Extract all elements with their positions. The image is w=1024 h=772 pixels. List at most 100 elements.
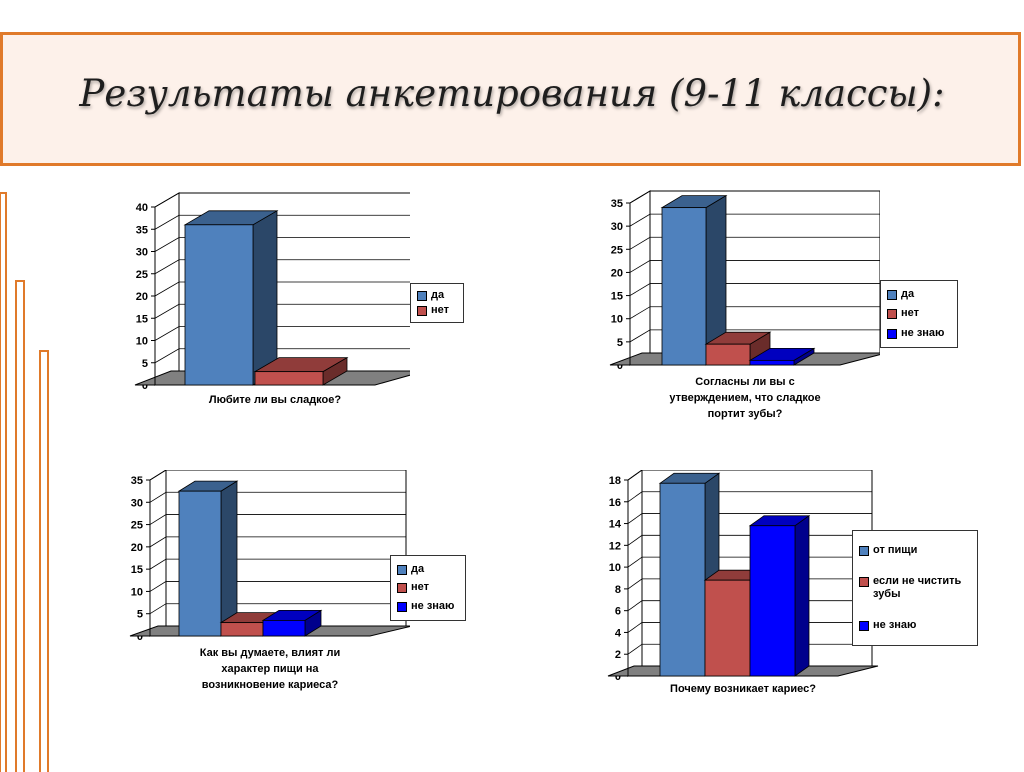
legend-item: не знаю	[887, 327, 951, 340]
bar-front	[262, 619, 306, 637]
decor-bar-2	[15, 280, 25, 772]
chart-1-svg: 0 5 10 15 20 25 30 35 40 Любите ли вы сладкое?	[134, 192, 410, 406]
bar-side	[794, 514, 810, 677]
legend-label: не знаю	[411, 600, 455, 613]
gridline	[154, 214, 410, 230]
gridline	[154, 348, 410, 364]
gridline	[149, 470, 406, 481]
y-tick-label: 0	[615, 671, 621, 683]
bar-front	[184, 224, 254, 386]
y-tick-label: 10	[136, 336, 148, 348]
legend-label: если не чистить зубы	[873, 575, 962, 600]
legend-2: да нет не знаю	[880, 280, 958, 348]
legend-swatch	[859, 546, 869, 556]
legend-item: не знаю	[397, 600, 459, 613]
y-tick-label: 10	[609, 562, 621, 574]
y-tick-label: 0	[142, 380, 148, 392]
y-tick-label: 15	[136, 313, 148, 325]
y-tick-label: 5	[142, 358, 148, 370]
legend-label: не знаю	[901, 326, 945, 339]
legend-swatch	[859, 621, 869, 631]
legend-item: да	[417, 289, 457, 302]
bar-front	[254, 371, 324, 386]
bar-front	[704, 579, 751, 677]
decor-bar-3	[39, 350, 49, 772]
legend-item: нет	[397, 581, 459, 594]
chart-2: 0 5 10 15 20 25 30 35 Согласны ли вы с утверждени…	[580, 185, 880, 435]
y-tick-label: 20	[611, 267, 623, 279]
gridline	[629, 283, 880, 296]
y-tick-label: 35	[611, 198, 623, 210]
y-tick-label: 6	[615, 606, 621, 618]
bar-2	[253, 356, 349, 386]
y-tick-label: 10	[131, 586, 143, 598]
legend-swatch	[887, 309, 897, 320]
legend-item: да	[397, 563, 459, 576]
chart-2-svg: 0 5 10 15 20 25 30 35 Согласны ли вы с утверждени…	[609, 190, 880, 420]
legend-label: от пищи	[873, 544, 918, 556]
side-wall	[627, 470, 643, 677]
gridline	[149, 514, 406, 525]
y-tick-label: 40	[136, 202, 148, 214]
gridline	[149, 581, 406, 592]
category-label: Любите ли вы сладкое?	[209, 394, 342, 406]
bar-front	[220, 622, 264, 637]
y-tick-label: 25	[136, 269, 148, 281]
gridline	[629, 236, 880, 250]
gridline	[154, 192, 410, 208]
y-tick-label: 15	[131, 564, 143, 576]
legend-item: да	[887, 288, 951, 301]
chart-4: 0 2 4 6 8 10 12 14 16 18 Почему возникает кариес?	[580, 470, 880, 710]
legend-item: нет	[887, 307, 951, 320]
gridline	[629, 260, 880, 273]
y-tick-label: 5	[137, 609, 143, 621]
legend-swatch	[397, 583, 407, 594]
legend-label: да	[411, 562, 425, 575]
bar-front	[659, 482, 706, 677]
gridline	[629, 190, 880, 204]
category-label: Согласны ли вы с утверждением, что сладко…	[669, 376, 820, 420]
y-tick-label: 15	[611, 291, 623, 303]
bar-front	[705, 343, 751, 366]
legend-label: нет	[411, 581, 430, 594]
bar-1	[183, 210, 279, 386]
y-tick-label: 0	[137, 631, 143, 643]
chart-3: 0 5 10 15 20 25 30 35 Как вы думаете, влият ли ха…	[110, 470, 410, 710]
y-tick-label: 5	[617, 337, 623, 349]
gridline	[149, 536, 406, 548]
y-tick-label: 30	[131, 497, 143, 509]
bar-side	[220, 480, 238, 637]
y-tick-label: 14	[609, 519, 622, 531]
y-tick-label: 10	[611, 314, 623, 326]
gridline	[629, 306, 880, 320]
gridline	[154, 237, 410, 252]
legend-item: если не чистить зубы	[859, 575, 971, 601]
y-tick-label: 20	[136, 291, 148, 303]
bar-1	[660, 194, 728, 366]
legend-swatch	[397, 564, 407, 575]
y-tick-label: 35	[136, 224, 148, 236]
legend-item: не знаю	[859, 619, 971, 632]
decor-bar-1	[0, 192, 7, 772]
gridline	[149, 491, 406, 503]
y-tick-label: 18	[609, 475, 621, 487]
legend-swatch	[417, 291, 427, 301]
gridline	[149, 603, 406, 615]
y-tick-label: 0	[617, 360, 623, 372]
y-tick-label: 16	[609, 497, 621, 509]
category-label: Почему возникает кариес?	[670, 683, 816, 695]
gridline	[154, 259, 410, 275]
gridline	[627, 470, 872, 481]
gridline	[154, 281, 410, 297]
bar-front	[661, 207, 707, 366]
chart-1: 0 5 10 15 20 25 30 35 40 Любите ли вы сладкое?	[110, 185, 410, 435]
legend-swatch	[417, 306, 427, 316]
category-label: Как вы думаете, влият ли характер пищи на…	[200, 647, 341, 691]
bar-front	[749, 525, 796, 677]
bar-2	[704, 331, 772, 366]
gridline	[154, 326, 410, 341]
legend-label: не знаю	[873, 619, 917, 631]
page-title: Результаты анкетирования (9-11 классы):	[79, 72, 945, 115]
legend-3: да нет не знаю	[390, 555, 466, 621]
gridline	[154, 303, 410, 319]
